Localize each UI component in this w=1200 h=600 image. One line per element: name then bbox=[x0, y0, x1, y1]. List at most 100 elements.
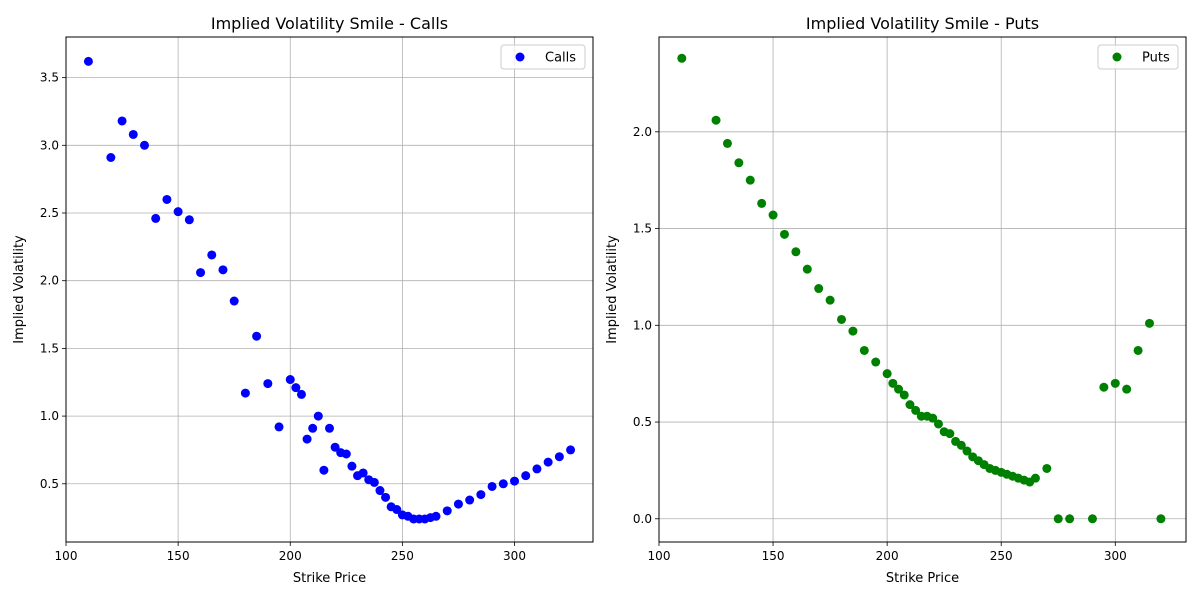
data-point bbox=[791, 247, 801, 257]
legend-box bbox=[1097, 44, 1179, 70]
data-point bbox=[510, 476, 520, 486]
x-tick-label: 100 bbox=[55, 549, 78, 563]
legend: Puts bbox=[1097, 44, 1179, 70]
y-axis-label: Implied Volatility bbox=[12, 235, 27, 344]
data-point bbox=[894, 384, 904, 394]
data-point bbox=[207, 250, 217, 260]
plot-frame bbox=[65, 36, 594, 543]
data-point bbox=[313, 411, 323, 421]
data-point bbox=[677, 53, 687, 63]
data-point bbox=[285, 375, 295, 385]
data-point bbox=[1133, 345, 1143, 355]
legend-label: Puts bbox=[1142, 51, 1170, 66]
data-point bbox=[173, 207, 183, 217]
data-point bbox=[1042, 463, 1052, 473]
data-point bbox=[498, 479, 508, 489]
y-tick-label: 1.5 bbox=[40, 341, 59, 355]
data-point bbox=[905, 400, 915, 410]
legend: Calls bbox=[500, 44, 586, 70]
data-point bbox=[296, 389, 306, 399]
data-point bbox=[1030, 473, 1040, 483]
data-point bbox=[882, 369, 892, 379]
data-point bbox=[848, 326, 858, 336]
x-tick-label: 250 bbox=[990, 549, 1013, 563]
data-point bbox=[521, 471, 531, 481]
x-tick-label: 100 bbox=[648, 549, 671, 563]
y-tick-label: 1.0 bbox=[40, 409, 59, 423]
chart-title: Implied Volatility Smile - Puts bbox=[806, 14, 1039, 33]
data-point bbox=[381, 492, 391, 502]
y-tick-label: 1.0 bbox=[633, 318, 652, 332]
data-point bbox=[162, 194, 172, 204]
data-point bbox=[274, 422, 284, 432]
chart-puts: 100 150 200 250 300 0.0 0.5 1.0 1.5 2.0 Implied Vo… bbox=[605, 14, 1187, 586]
data-point bbox=[1144, 318, 1154, 328]
data-point bbox=[476, 490, 486, 500]
legend-box bbox=[500, 44, 586, 70]
data-point bbox=[859, 345, 869, 355]
x-axis-label: Strike Price bbox=[886, 571, 959, 586]
data-point bbox=[911, 405, 921, 415]
data-point bbox=[218, 265, 228, 275]
data-point bbox=[369, 477, 379, 487]
y-tick-label: 1.5 bbox=[633, 222, 652, 236]
chart-title: Implied Volatility Smile - Calls bbox=[211, 14, 448, 33]
data-point bbox=[358, 468, 368, 478]
x-tick-label: 300 bbox=[1104, 549, 1127, 563]
data-point bbox=[431, 511, 441, 521]
data-point bbox=[453, 499, 463, 509]
x-tick-label: 200 bbox=[279, 549, 302, 563]
plot-frame bbox=[658, 36, 1187, 543]
legend-marker bbox=[515, 52, 525, 62]
data-point bbox=[347, 461, 357, 471]
y-tick-label: 0.5 bbox=[633, 415, 652, 429]
data-point bbox=[1110, 378, 1120, 388]
data-point bbox=[319, 465, 329, 475]
y-tick-label: 2.0 bbox=[633, 125, 652, 139]
data-point bbox=[196, 268, 206, 278]
data-point bbox=[442, 506, 452, 516]
x-tick-label: 300 bbox=[503, 549, 526, 563]
data-point bbox=[722, 138, 732, 148]
data-point bbox=[962, 446, 972, 456]
data-point bbox=[106, 152, 116, 162]
y-tick-label: 3.0 bbox=[40, 138, 59, 152]
data-point bbox=[814, 284, 824, 294]
data-point bbox=[899, 390, 909, 400]
x-tick-label: 200 bbox=[876, 549, 899, 563]
data-point bbox=[543, 457, 553, 467]
data-point bbox=[945, 429, 955, 439]
data-point bbox=[768, 210, 778, 220]
data-point bbox=[184, 215, 194, 225]
data-point bbox=[1099, 382, 1109, 392]
data-point bbox=[263, 379, 273, 389]
data-point bbox=[825, 295, 835, 305]
data-point bbox=[487, 481, 497, 491]
y-axis-label: Implied Volatility bbox=[605, 235, 620, 344]
data-point bbox=[871, 357, 881, 367]
data-point bbox=[779, 229, 789, 239]
data-point bbox=[330, 442, 340, 452]
y-tick-label: 3.5 bbox=[40, 71, 59, 85]
data-point bbox=[151, 213, 161, 223]
data-point bbox=[711, 115, 721, 125]
data-point bbox=[928, 413, 938, 423]
data-point bbox=[375, 486, 385, 496]
data-point bbox=[734, 158, 744, 168]
legend-marker bbox=[1112, 52, 1122, 62]
data-point bbox=[325, 423, 334, 433]
y-tick-label: 2.0 bbox=[40, 274, 59, 288]
data-point bbox=[566, 445, 576, 455]
x-tick-label: 150 bbox=[762, 549, 785, 563]
data-point bbox=[308, 423, 318, 433]
data-point bbox=[1065, 514, 1075, 524]
data-point bbox=[302, 434, 312, 444]
data-point bbox=[252, 331, 262, 341]
data-point bbox=[1053, 514, 1063, 524]
data-point bbox=[117, 116, 127, 126]
data-point bbox=[1156, 514, 1166, 524]
legend-label: Calls bbox=[545, 51, 576, 66]
x-tick-label: 250 bbox=[391, 549, 414, 563]
data-point bbox=[128, 129, 138, 139]
